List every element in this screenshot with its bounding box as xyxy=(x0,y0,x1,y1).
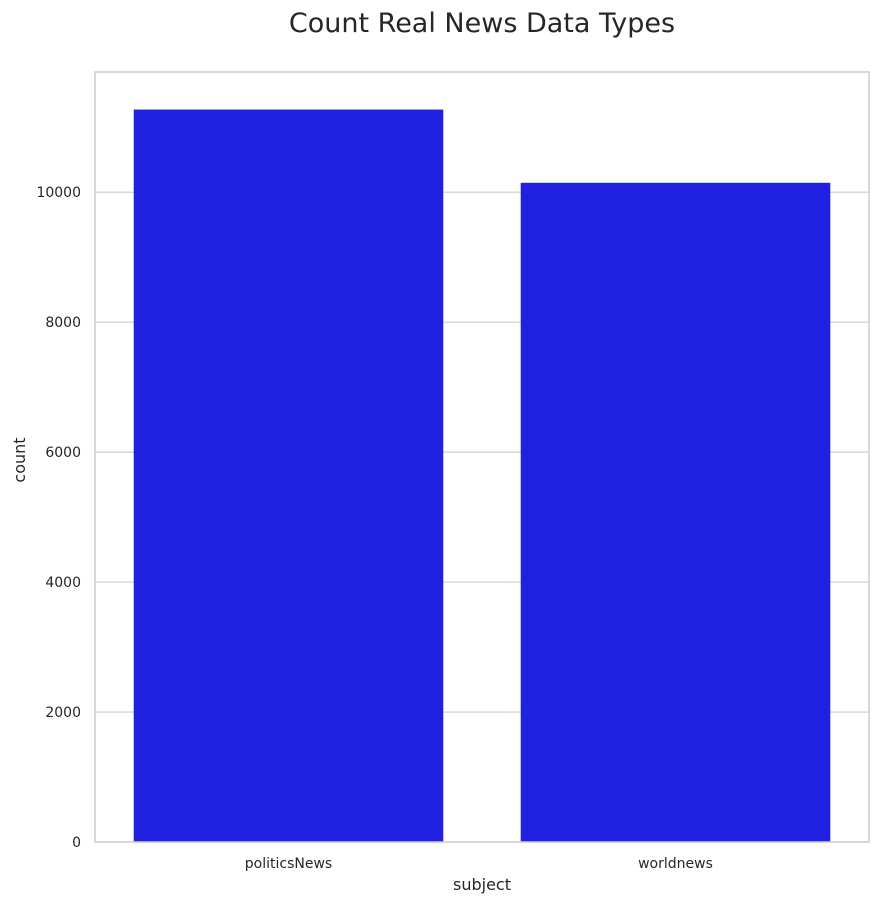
x-tick-label: worldnews xyxy=(638,856,713,872)
y-tick-label: 0 xyxy=(72,835,81,851)
x-axis-ticks: politicsNews worldnews xyxy=(245,856,713,872)
y-axis-label: count xyxy=(10,437,29,482)
x-axis-label: subject xyxy=(453,875,511,894)
plot-frame xyxy=(94,71,870,843)
bars xyxy=(133,109,831,843)
y-tick-label: 8000 xyxy=(45,315,81,331)
y-tick-label: 4000 xyxy=(45,575,81,591)
bar-worldnews xyxy=(520,182,831,842)
y-tick-label: 6000 xyxy=(45,445,81,461)
bar-politicsNews xyxy=(133,109,444,843)
y-axis-ticks: 0 2000 4000 6000 8000 10000 xyxy=(36,185,81,851)
chart-title: Count Real News Data Types xyxy=(289,8,675,39)
y-tick-label: 2000 xyxy=(45,705,81,721)
y-tick-label: 10000 xyxy=(36,185,81,201)
x-tick-label: politicsNews xyxy=(245,856,332,872)
